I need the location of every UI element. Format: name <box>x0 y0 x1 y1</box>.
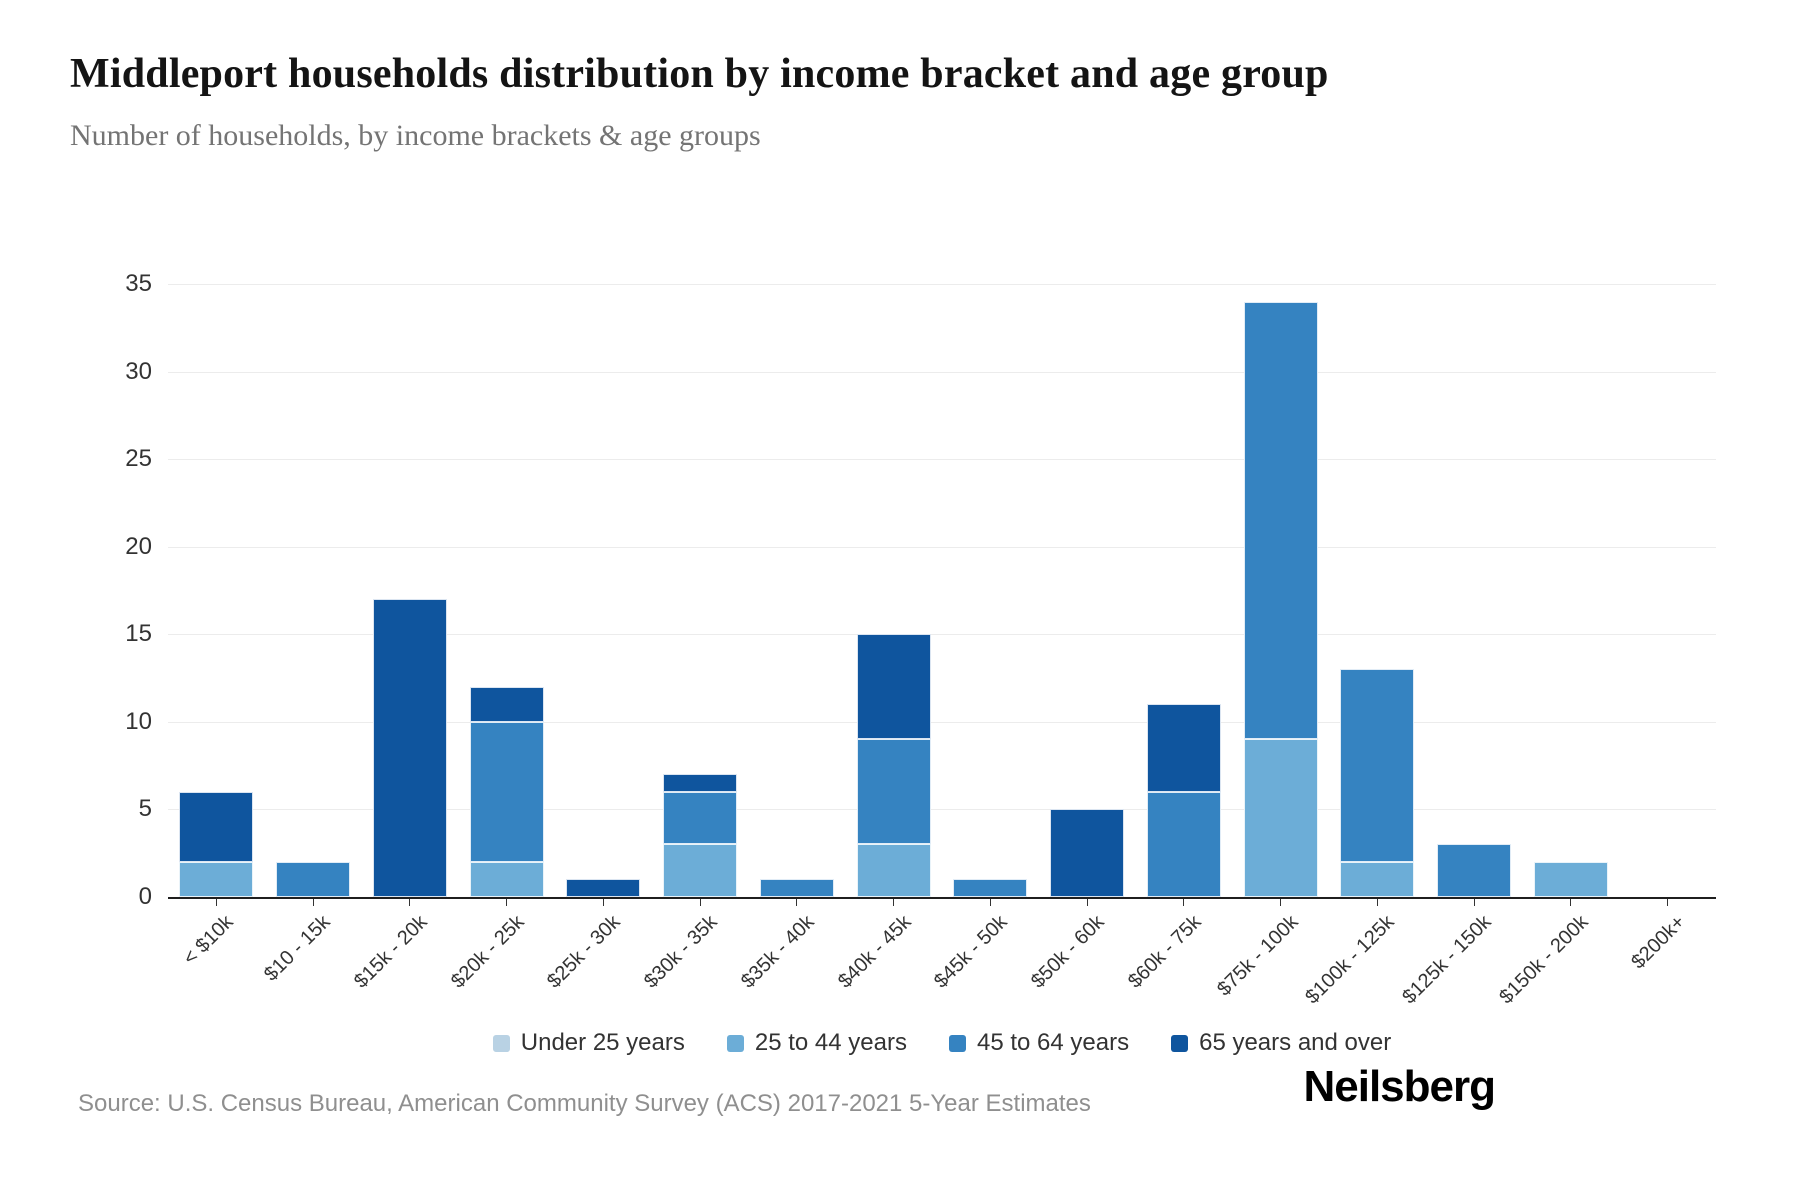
axis-tick <box>1376 898 1378 906</box>
axis-tick <box>602 898 604 906</box>
legend-swatch <box>948 1034 966 1052</box>
bar-segment[interactable] <box>276 861 351 897</box>
axis-tick <box>989 898 991 906</box>
bar-segment[interactable] <box>663 791 738 845</box>
bar-segment[interactable] <box>469 861 544 897</box>
neilsberg-logo: Neilsberg <box>1303 1062 1496 1111</box>
bar-segment[interactable] <box>663 844 738 897</box>
x-tick-label: $20k - 25k <box>446 911 529 993</box>
bar-segment[interactable] <box>663 774 738 792</box>
legend-label: 25 to 44 years <box>754 1029 907 1056</box>
y-tick-label: 5 <box>138 795 152 823</box>
bar-segment[interactable] <box>1050 809 1125 897</box>
x-tick-label: $40k - 45k <box>833 911 916 993</box>
bar-segment[interactable] <box>759 879 834 897</box>
legend-item[interactable]: 25 to 44 years <box>726 1029 907 1057</box>
bar-segment[interactable] <box>1243 739 1318 897</box>
bar-segment[interactable] <box>856 739 931 845</box>
y-tick-label: 25 <box>125 445 152 473</box>
x-tick-label: $75k - 100k <box>1212 911 1303 1001</box>
axis-tick <box>1086 898 1088 906</box>
bar-segment[interactable] <box>1340 669 1415 862</box>
axis-tick <box>1570 898 1572 906</box>
gridline <box>168 809 1716 811</box>
bar-segment[interactable] <box>1146 704 1221 792</box>
gridline <box>168 634 1716 636</box>
bar-segment[interactable] <box>179 861 254 897</box>
x-tick-label: $50k - 60k <box>1027 911 1109 993</box>
x-tick-label: $10 - 15k <box>260 911 335 986</box>
legend-swatch <box>1171 1034 1189 1052</box>
x-tick-label: $35k - 40k <box>736 911 819 993</box>
legend-item[interactable]: 45 to 64 years <box>948 1029 1130 1057</box>
gridline <box>168 459 1716 461</box>
legend-label: 65 years and over <box>1199 1029 1392 1056</box>
legend-label: 45 to 64 years <box>976 1029 1130 1056</box>
axis-tick <box>893 898 895 906</box>
y-tick-label: 35 <box>125 270 152 297</box>
axis-tick <box>1280 898 1282 906</box>
bar-segment[interactable] <box>1533 861 1608 897</box>
legend-item[interactable]: 65 years and over <box>1171 1029 1391 1057</box>
axis-tick <box>312 898 314 906</box>
axis-tick <box>796 898 798 906</box>
x-tick-label: $60k - 75k <box>1123 911 1206 993</box>
bar-segment[interactable] <box>469 721 544 862</box>
gridline <box>168 546 1716 548</box>
bar-segment[interactable] <box>1146 791 1221 897</box>
source-attribution: Source: U.S. Census Bureau, American Com… <box>78 1090 1091 1117</box>
axis-tick <box>1667 898 1669 906</box>
gridline <box>168 284 1716 285</box>
x-tick-label: $45k - 50k <box>930 911 1012 993</box>
axis-tick <box>1473 898 1475 906</box>
bar-segment[interactable] <box>179 791 254 862</box>
axis-tick <box>215 898 217 906</box>
x-tick-label: $30k - 35k <box>640 911 722 993</box>
y-tick-label: 20 <box>125 532 152 560</box>
axis-tick <box>1183 898 1185 906</box>
bar-segment[interactable] <box>953 879 1028 897</box>
y-tick-label: 30 <box>125 357 152 385</box>
x-tick-label: $25k - 30k <box>543 911 625 993</box>
chart-subtitle: Number of households, by income brackets… <box>70 119 761 152</box>
bar-segment[interactable] <box>856 844 931 897</box>
bar-segment[interactable] <box>566 879 641 897</box>
chart-title: Middleport households distribution by in… <box>70 51 1329 97</box>
bar-segment[interactable] <box>469 686 544 722</box>
bar-segment[interactable] <box>1243 301 1318 740</box>
x-tick-label: < $10k <box>179 911 238 970</box>
gridline <box>168 371 1716 373</box>
axis-tick <box>699 898 701 906</box>
bar-segment[interactable] <box>1340 861 1415 897</box>
y-tick-label: 10 <box>125 707 152 735</box>
legend-item[interactable]: Under 25 years <box>492 1029 685 1057</box>
bar-segment[interactable] <box>856 634 931 740</box>
chart-legend: Under 25 years 25 to 44 years 45 to 64 yea… <box>168 1022 1716 1064</box>
axis-tick <box>409 898 411 906</box>
x-tick-label: $15k - 20k <box>349 911 432 993</box>
x-axis-line <box>168 897 1716 899</box>
gridline <box>168 721 1716 723</box>
bar-segment[interactable] <box>1437 844 1512 897</box>
y-tick-label: 15 <box>125 620 152 648</box>
legend-label: Under 25 years <box>520 1029 685 1056</box>
y-tick-label: 0 <box>138 883 152 910</box>
x-tick-label: $200k+ <box>1626 911 1690 974</box>
legend-swatch <box>726 1034 744 1052</box>
bar-segment[interactable] <box>372 599 447 897</box>
axis-tick <box>506 898 508 906</box>
legend-swatch <box>492 1034 510 1052</box>
